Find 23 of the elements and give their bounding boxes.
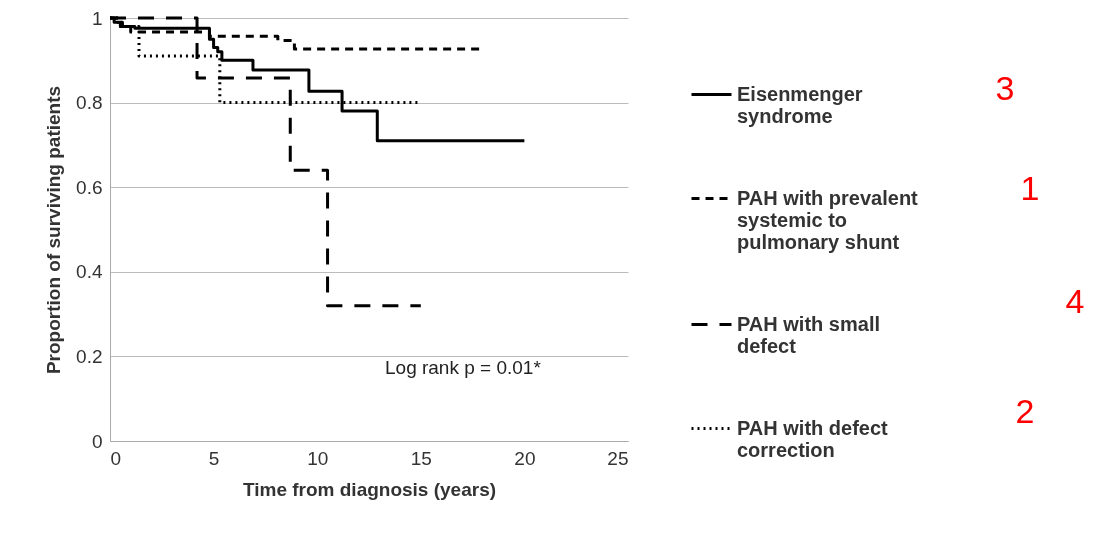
x-tick-label: 15 [410, 447, 432, 469]
y-tick-label: 0.2 [76, 345, 103, 367]
y-tick-label: 1 [91, 7, 103, 29]
text: 3 [995, 69, 1015, 107]
legend-label: PAH with defect correction [737, 416, 889, 461]
y-tick-label: 0.4 [76, 261, 103, 283]
x-tick-label: 10 [307, 447, 329, 469]
text: 4 [1065, 282, 1085, 320]
x-tick-label: 20 [514, 447, 536, 469]
text: 1 [1020, 169, 1040, 207]
legend-label: Eisenmenger syndrome [737, 82, 863, 127]
y-tick-label: 0.8 [76, 92, 103, 114]
text: 2 [1015, 392, 1035, 430]
x-tick-label: 0 [110, 447, 122, 469]
x-axis-title: Time from diagnosis (years) [242, 478, 497, 500]
legend-label: PAH with small defect [737, 312, 880, 357]
y-axis-title: Proportion of surviving patients [43, 85, 65, 375]
y-tick-label: 0.6 [76, 176, 103, 198]
y-tick-label: 0 [91, 430, 103, 452]
x-tick-label: 5 [208, 447, 220, 469]
x-tick-label: 25 [607, 447, 629, 469]
annotation: Log rank p = 0.01* [385, 357, 542, 378]
legend-label: PAH with prevalent systemic to pulmonary shunt [737, 186, 919, 253]
